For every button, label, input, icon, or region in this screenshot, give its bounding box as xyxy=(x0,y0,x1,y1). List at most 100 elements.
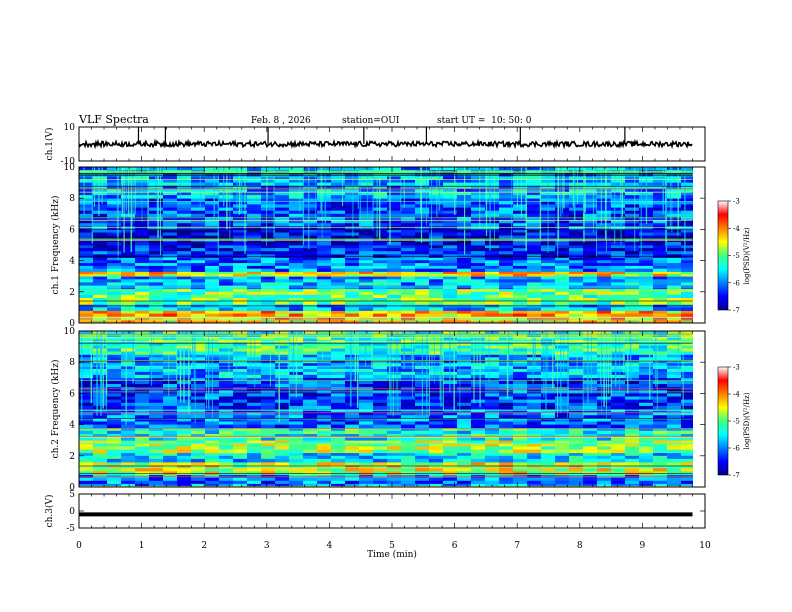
spectrogram-cell xyxy=(191,374,206,379)
spectrogram-cell xyxy=(107,430,122,435)
spectrogram-cell xyxy=(471,384,486,388)
spectrogram-cell xyxy=(135,452,150,457)
spectrogram-cell xyxy=(359,430,374,435)
spectrogram-cell xyxy=(331,443,346,447)
spectrogram-cell xyxy=(373,483,388,488)
spectrogram-cell xyxy=(653,396,668,400)
spectrogram-cell xyxy=(345,474,360,478)
spectrogram-cell xyxy=(373,360,388,364)
spectrogram-cell xyxy=(611,167,626,171)
spectrogram-cell xyxy=(387,351,402,355)
spectrogram-cell xyxy=(583,185,598,190)
spectrogram-cell xyxy=(625,207,640,212)
spectrogram-cell xyxy=(345,366,360,370)
spectrogram-cell xyxy=(261,229,276,233)
spectrogram-cell xyxy=(345,307,360,311)
spectrogram-cell xyxy=(387,360,402,364)
spectrogram-cell xyxy=(303,223,318,227)
spectrogram-cell xyxy=(569,462,584,466)
spectrogram-cell xyxy=(233,204,248,208)
spectrogram-cell xyxy=(303,276,318,280)
spectrogram-cell xyxy=(429,210,444,215)
spectrogram-cell xyxy=(401,170,416,174)
spectrogram-cell xyxy=(345,434,360,438)
spectrogram-cell xyxy=(569,288,584,293)
spectrogram-cell xyxy=(639,393,654,397)
spectrogram-cell xyxy=(541,421,556,425)
spectrogram-cell xyxy=(373,336,388,341)
spectrogram-cell xyxy=(401,310,416,314)
spectrogram-cell xyxy=(163,207,178,212)
spectrogram-cell xyxy=(373,424,388,429)
spectrogram-cell xyxy=(513,313,528,318)
spectrogram-cell xyxy=(261,477,276,482)
spectrogram-cell xyxy=(261,480,276,485)
spectrogram-cell xyxy=(555,480,570,485)
spectrogram-cell xyxy=(415,480,430,485)
spectrogram-cell xyxy=(275,307,290,311)
spectrogram-cell xyxy=(331,188,346,193)
spectrogram-cell xyxy=(303,251,318,255)
spectrogram-cell xyxy=(149,316,164,321)
spectrogram-cell xyxy=(205,462,220,466)
spectrogram-cell xyxy=(303,345,318,349)
spectrogram-cell xyxy=(485,288,500,293)
spectrogram-cell xyxy=(541,298,556,302)
spectrogram-cell xyxy=(303,198,318,202)
spectrogram-cell xyxy=(639,434,654,438)
spectrogram-cell xyxy=(443,210,458,215)
spectrogram-cell xyxy=(611,176,626,180)
spectrogram-cell xyxy=(261,443,276,447)
spectrogram-cell xyxy=(79,357,94,361)
spectrogram-cell xyxy=(569,271,584,275)
spectrogram-cell xyxy=(485,452,500,457)
spectrogram-cell xyxy=(513,279,528,283)
spectrogram-cell xyxy=(331,313,346,318)
spectrogram-cell xyxy=(415,455,430,460)
spectrogram-cell xyxy=(429,263,444,267)
spectrogram-cell xyxy=(275,201,290,205)
spectrogram-cell xyxy=(345,384,360,388)
spectrogram-cell xyxy=(611,204,626,208)
spectrogram-cell xyxy=(653,220,668,224)
spectrogram-cell xyxy=(261,268,276,272)
spectrogram-cell xyxy=(569,427,584,432)
spectrogram-cell xyxy=(597,273,612,277)
spectrogram-cell xyxy=(191,348,206,352)
spectrogram-cell xyxy=(499,251,514,255)
spectrogram-cell xyxy=(121,424,136,429)
spectrogram-cell xyxy=(415,229,430,233)
spectrogram-cell xyxy=(401,331,416,335)
spectrogram-cell xyxy=(177,462,192,466)
spectrogram-cell xyxy=(541,427,556,432)
spectrogram-cell xyxy=(443,465,458,469)
spectrogram-cell xyxy=(359,248,374,252)
spectrogram-cell xyxy=(177,170,192,174)
spectrogram-cell xyxy=(317,288,332,293)
spectrogram-cell xyxy=(359,380,374,385)
spectrogram-cell xyxy=(499,245,514,249)
spectrogram-cell xyxy=(107,366,122,370)
spectrogram-cell xyxy=(345,251,360,255)
spectrogram-cell xyxy=(583,179,598,183)
spectrogram-cell xyxy=(569,380,584,385)
spectrogram-cell xyxy=(583,251,598,255)
spectrogram-cell xyxy=(443,204,458,208)
spectrogram-cell xyxy=(219,257,234,261)
spectrogram-cell xyxy=(275,455,290,460)
spectrogram-cell xyxy=(401,437,416,441)
spectrogram-cell xyxy=(597,216,612,221)
spectrogram-cell xyxy=(261,363,276,367)
spectrogram-cell xyxy=(653,437,668,441)
spectrogram-cell xyxy=(317,357,332,361)
spectrogram-cell xyxy=(331,176,346,180)
spectrogram-cell xyxy=(499,229,514,233)
spectrogram-cell xyxy=(93,449,108,454)
spectrogram-cell xyxy=(415,288,430,293)
spectrogram-cell xyxy=(219,415,234,419)
spectrogram-cell xyxy=(345,301,360,305)
spectrogram-cell xyxy=(569,348,584,352)
spectrogram-cell xyxy=(513,294,528,299)
spectrogram-cell xyxy=(149,298,164,302)
spectrogram-cell xyxy=(107,462,122,466)
